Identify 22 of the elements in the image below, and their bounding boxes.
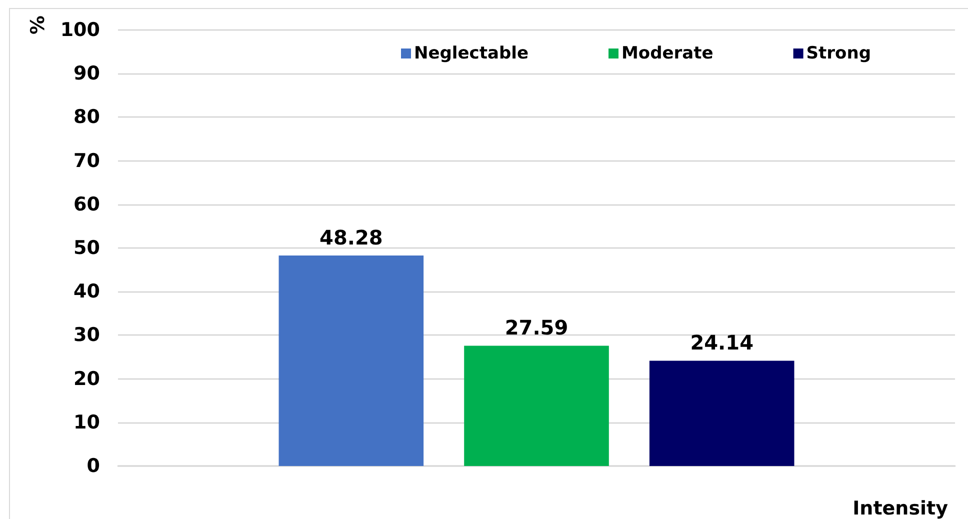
y-axis-title: % [27, 15, 49, 35]
y-tick-label: 80 [74, 106, 100, 128]
data-label: 48.28 [320, 226, 383, 250]
y-tick-label: 90 [74, 62, 100, 85]
y-tick-label: 10 [74, 411, 100, 434]
legend-label: Moderate [621, 44, 714, 64]
legend-label: Neglectable [414, 44, 528, 64]
y-tick-label: 50 [74, 237, 100, 259]
y-tick-label: 40 [74, 280, 100, 303]
data-label: 27.59 [504, 316, 568, 340]
data-label: 24.14 [690, 330, 754, 355]
bar [464, 346, 609, 466]
bar [278, 256, 424, 466]
y-tick-label: 20 [74, 368, 100, 390]
y-tick-label: 60 [74, 193, 100, 216]
x-axis-title: Intensity [852, 498, 949, 519]
y-tick-label: 70 [74, 150, 100, 172]
y-tick-label: 0 [86, 455, 100, 477]
y-tick-label: 100 [60, 19, 100, 41]
y-tick-label: 30 [74, 324, 100, 346]
legend-label: Strong [806, 44, 872, 64]
bar [649, 360, 794, 466]
